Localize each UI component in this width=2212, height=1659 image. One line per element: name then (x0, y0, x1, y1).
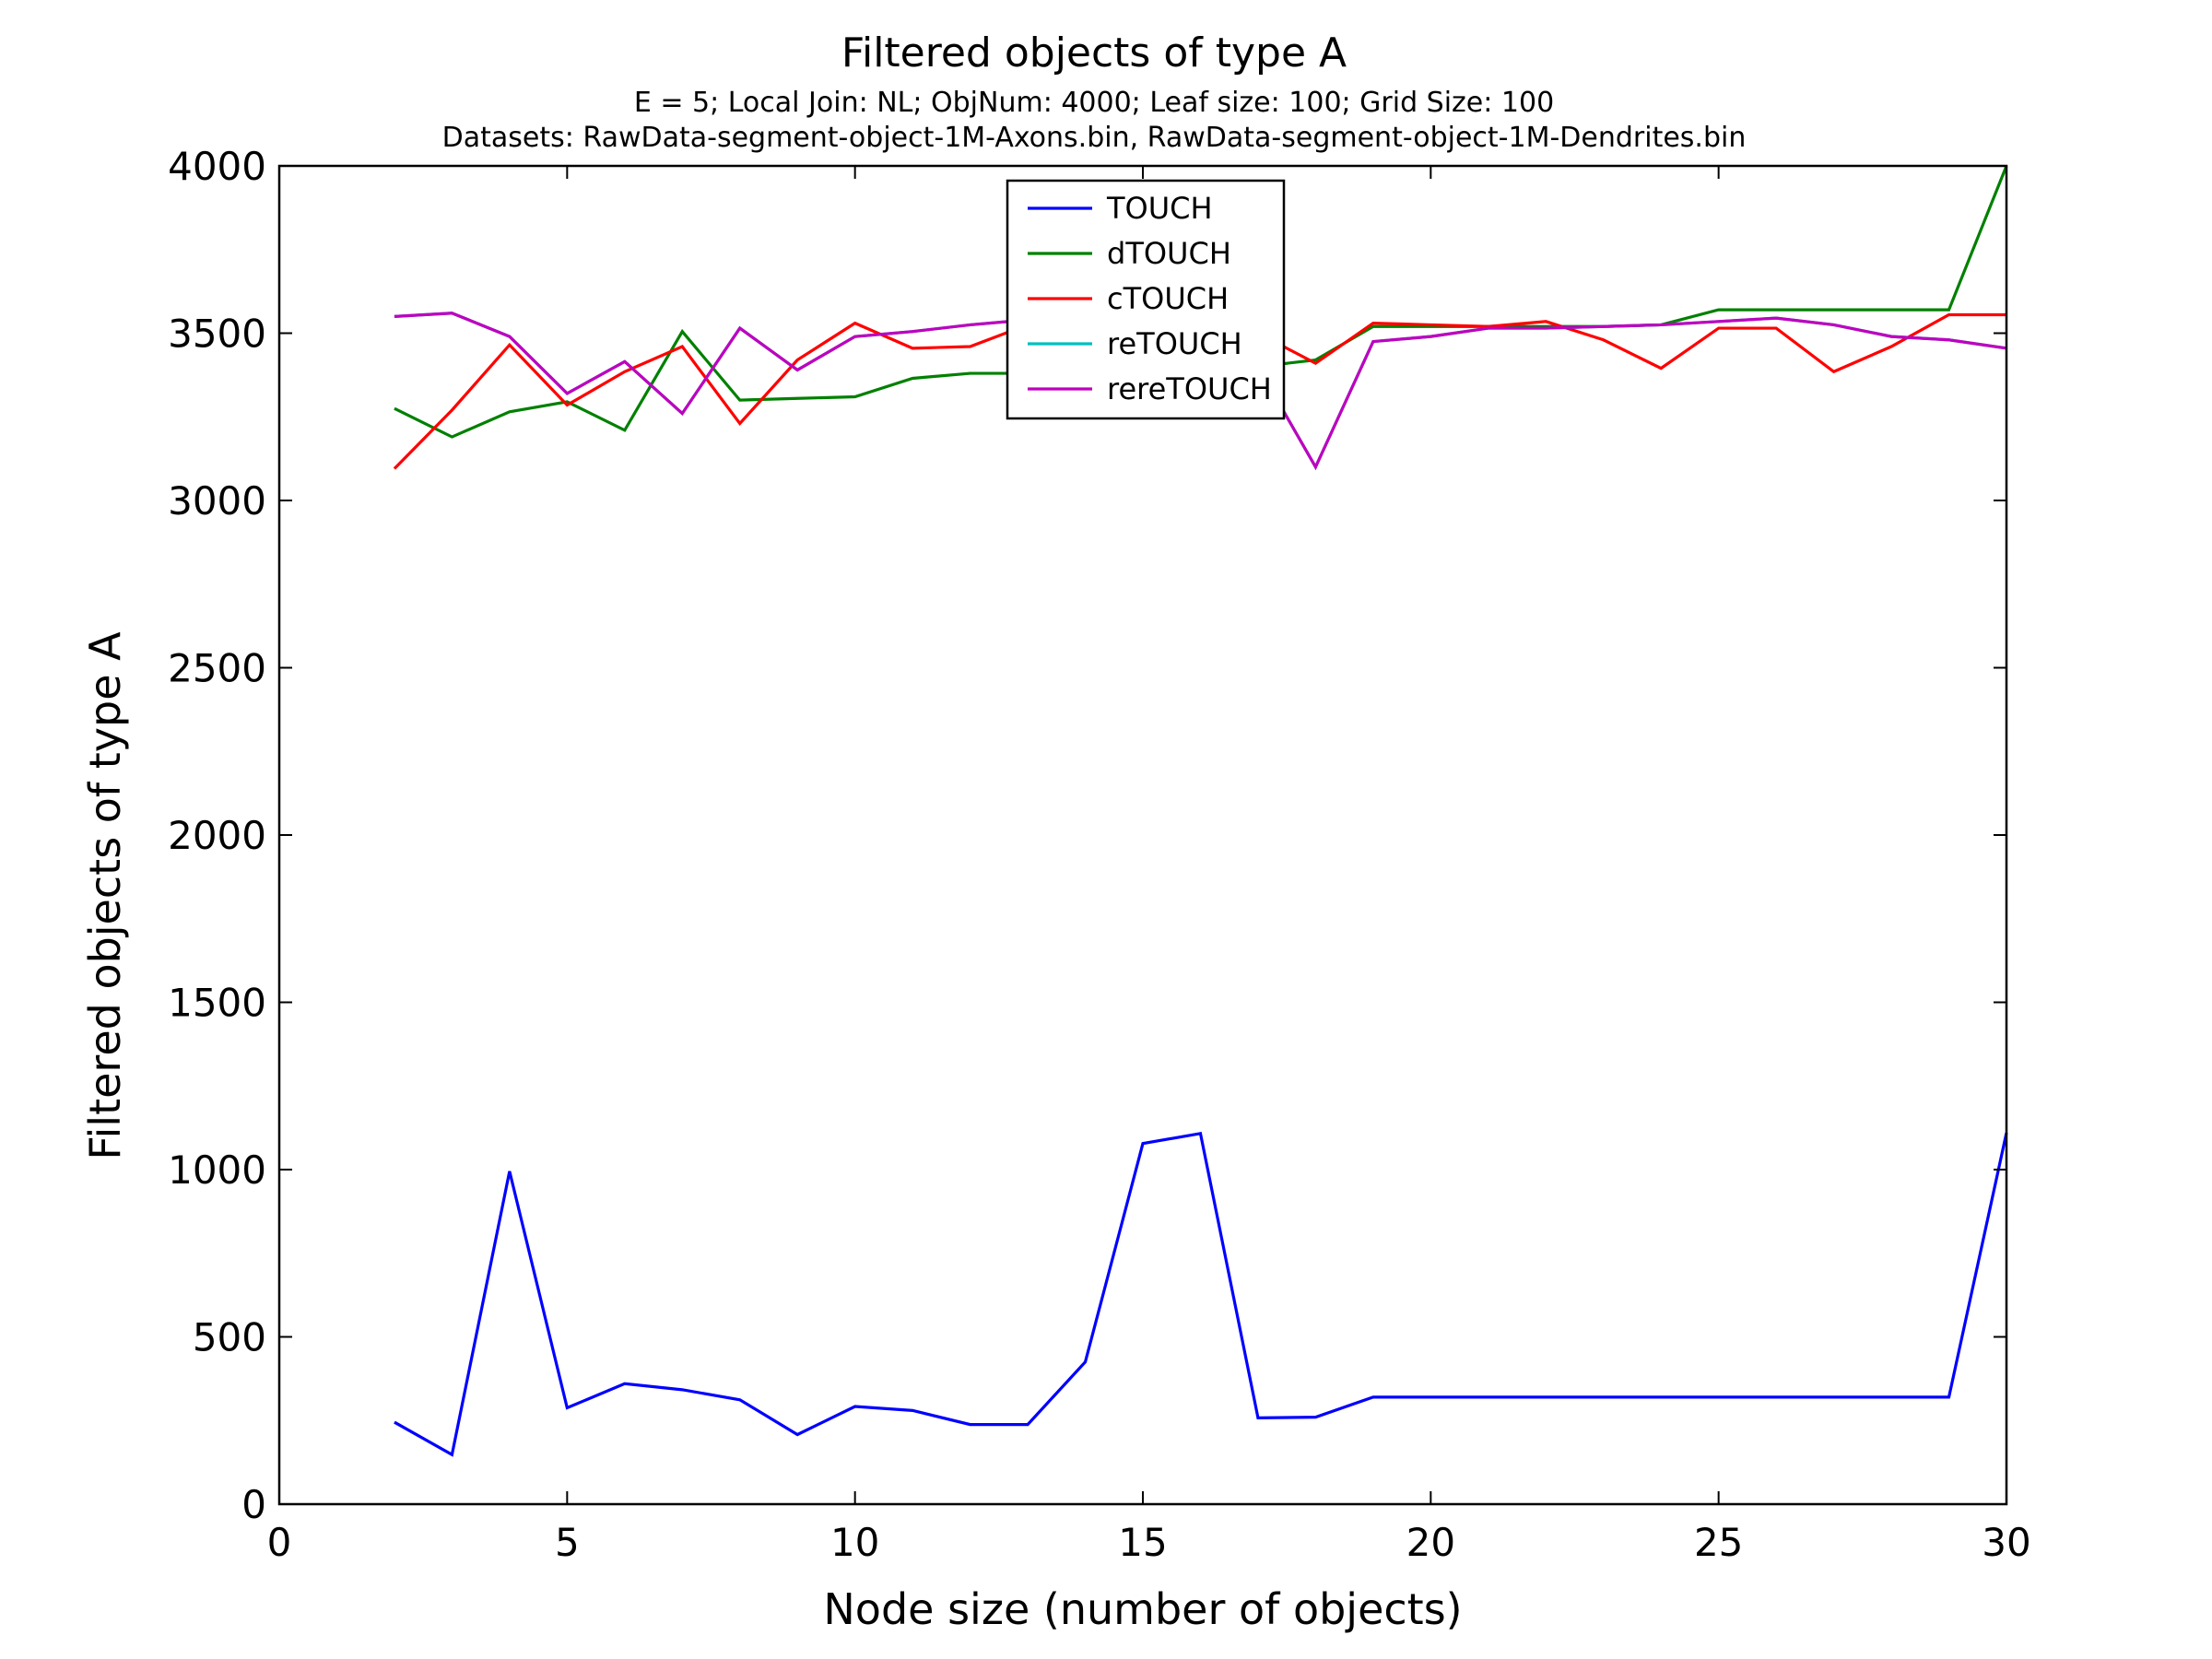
y-tick-label: 0 (241, 1482, 266, 1527)
x-tick-label: 0 (267, 1520, 292, 1565)
chart-subtitle-line-2: Datasets: RawData-segment-object-1M-Axon… (442, 122, 1747, 154)
y-tick-label: 3500 (168, 312, 266, 357)
y-tick-label: 2000 (168, 813, 266, 858)
y-axis-label: Filtered objects of type A (80, 631, 130, 1160)
chart-subtitle-line-1: E = 5; Local Join: NL; ObjNum: 4000; Lea… (634, 87, 1554, 119)
x-axis-label: Node size (number of objects) (823, 1584, 1462, 1634)
legend-label-retouch: reTOUCH (1107, 326, 1242, 361)
x-tick-label: 25 (1694, 1520, 1743, 1565)
legend-label-reretouch: rereTOUCH (1107, 371, 1272, 406)
chart-title: Filtered objects of type A (841, 29, 1347, 76)
legend-label-touch: TOUCH (1106, 191, 1213, 226)
x-tick-label: 30 (1982, 1520, 2030, 1565)
y-tick-label: 1000 (168, 1147, 266, 1193)
y-tick-label: 2500 (168, 646, 266, 691)
y-tick-label: 1500 (168, 981, 266, 1026)
x-tick-label: 10 (830, 1520, 879, 1565)
series-line-touch (394, 1131, 2008, 1457)
y-tick-label: 4000 (168, 144, 266, 189)
legend-label-ctouch: cTOUCH (1107, 281, 1229, 316)
y-tick-label: 3000 (168, 478, 266, 524)
x-tick-label: 5 (555, 1520, 580, 1565)
x-tick-label: 15 (1118, 1520, 1167, 1565)
x-tick-label: 20 (1406, 1520, 1455, 1565)
legend-label-dtouch: dTOUCH (1107, 236, 1231, 271)
legend: TOUCH dTOUCH cTOUCH reTOUCH rereTOUCH (1006, 179, 1286, 420)
axes-layer: 0 5 10 15 20 25 30 0 500 1000 1500 2000 2500 3000 3500… (168, 144, 2031, 1565)
y-tick-label: 500 (193, 1315, 266, 1360)
